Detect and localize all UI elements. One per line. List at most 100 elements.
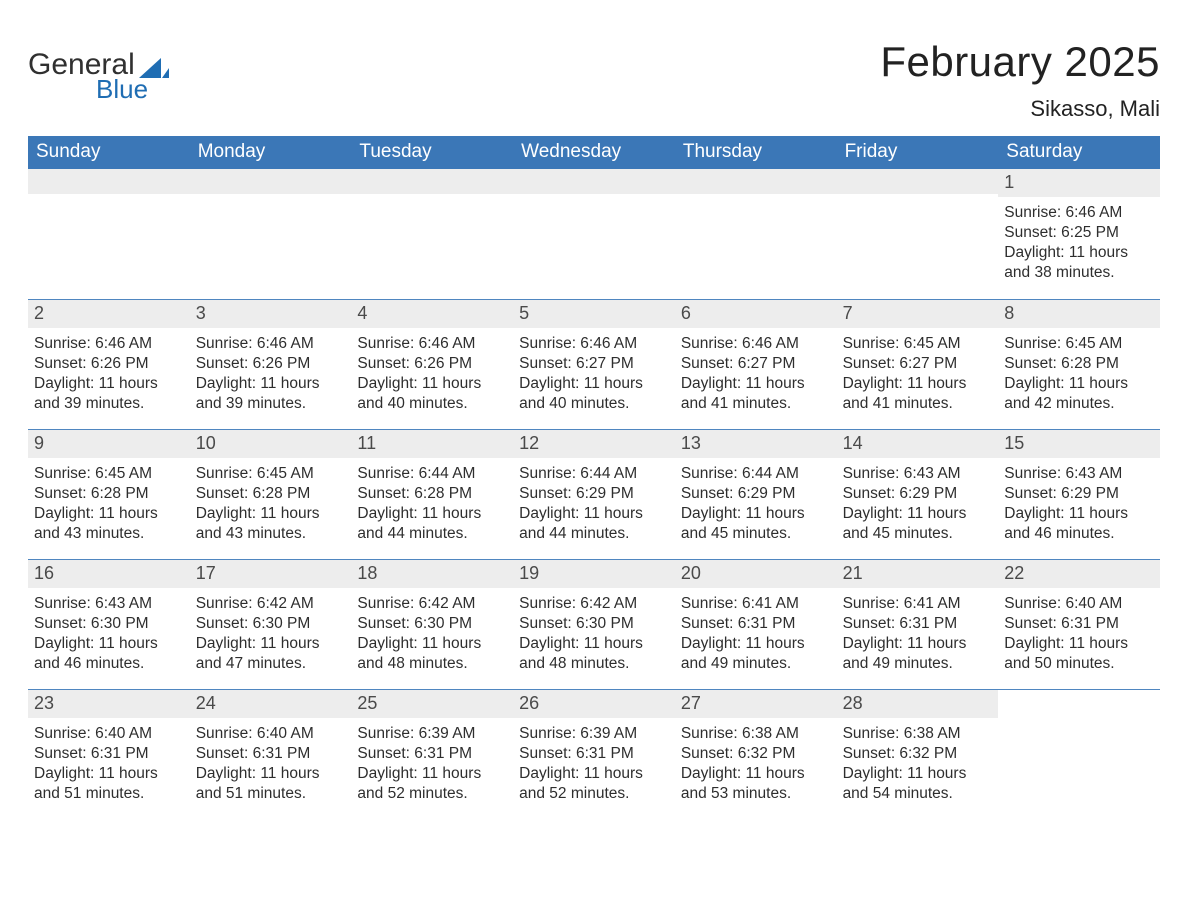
daylight-text: Daylight: 11 hours and 40 minutes. [519, 374, 669, 414]
day-info: Sunrise: 6:44 AMSunset: 6:29 PMDaylight:… [519, 464, 669, 543]
sunrise-text: Sunrise: 6:43 AM [1004, 464, 1154, 484]
day-cell: 5 Sunrise: 6:46 AMSunset: 6:27 PMDaylight… [513, 300, 675, 429]
day-number: 5 [513, 300, 675, 328]
day-cell: 12 Sunrise: 6:44 AMSunset: 6:29 PMDayligh… [513, 430, 675, 559]
day-number: 27 [675, 690, 837, 718]
day-info: Sunrise: 6:46 AMSunset: 6:27 PMDaylight:… [519, 334, 669, 413]
day-info: Sunrise: 6:43 AMSunset: 6:29 PMDaylight:… [1004, 464, 1154, 543]
sunrise-text: Sunrise: 6:45 AM [34, 464, 184, 484]
daylight-text: Daylight: 11 hours and 49 minutes. [843, 634, 993, 674]
day-cell: 23 Sunrise: 6:40 AMSunset: 6:31 PMDayligh… [28, 690, 190, 819]
day-cell: 26 Sunrise: 6:39 AMSunset: 6:31 PMDayligh… [513, 690, 675, 819]
day-info: Sunrise: 6:39 AMSunset: 6:31 PMDaylight:… [519, 724, 669, 803]
day-cell: 25Sunrise: 6:39 AMSunset: 6:31 PMDayligh… [351, 690, 513, 819]
day-info: Sunrise: 6:44 AMSunset: 6:28 PMDaylight:… [357, 464, 507, 543]
daylight-text: Daylight: 11 hours and 47 minutes. [196, 634, 346, 674]
day-cell: 13 Sunrise: 6:44 AMSunset: 6:29 PMDayligh… [675, 430, 837, 559]
day-cell: 3Sunrise: 6:46 AMSunset: 6:26 PMDaylight… [190, 300, 352, 429]
day-cell: 7Sunrise: 6:45 AMSunset: 6:27 PMDaylight… [837, 300, 999, 429]
daylight-text: Daylight: 11 hours and 50 minutes. [1004, 634, 1154, 674]
day-number: 16 [28, 560, 190, 588]
sunrise-text: Sunrise: 6:40 AM [196, 724, 346, 744]
sunset-text: Sunset: 6:26 PM [357, 354, 507, 374]
day-number: 10 [190, 430, 352, 458]
day-info: Sunrise: 6:41 AMSunset: 6:31 PMDaylight:… [681, 594, 831, 673]
empty-day-cell [28, 169, 190, 299]
sunset-text: Sunset: 6:30 PM [34, 614, 184, 634]
sunset-text: Sunset: 6:31 PM [519, 744, 669, 764]
day-number: 12 [513, 430, 675, 458]
day-cell: 9Sunrise: 6:45 AMSunset: 6:28 PMDaylight… [28, 430, 190, 559]
sunset-text: Sunset: 6:32 PM [681, 744, 831, 764]
day-header: Wednesday [513, 136, 675, 169]
day-info: Sunrise: 6:42 AMSunset: 6:30 PMDaylight:… [196, 594, 346, 673]
day-cell: 10Sunrise: 6:45 AMSunset: 6:28 PMDayligh… [190, 430, 352, 559]
day-number: 13 [675, 430, 837, 458]
header: General Blue February 2025 Sikasso, Mali [28, 38, 1160, 122]
day-cell: 6Sunrise: 6:46 AMSunset: 6:27 PMDaylight… [675, 300, 837, 429]
sunset-text: Sunset: 6:29 PM [843, 484, 993, 504]
sunset-text: Sunset: 6:27 PM [681, 354, 831, 374]
day-number: 26 [513, 690, 675, 718]
day-info: Sunrise: 6:46 AMSunset: 6:26 PMDaylight:… [196, 334, 346, 413]
sunrise-text: Sunrise: 6:42 AM [196, 594, 346, 614]
sunset-text: Sunset: 6:31 PM [196, 744, 346, 764]
sunset-text: Sunset: 6:26 PM [196, 354, 346, 374]
day-info: Sunrise: 6:45 AMSunset: 6:28 PMDaylight:… [1004, 334, 1154, 413]
daylight-text: Daylight: 11 hours and 52 minutes. [357, 764, 507, 804]
sunrise-text: Sunrise: 6:44 AM [519, 464, 669, 484]
sunrise-text: Sunrise: 6:39 AM [519, 724, 669, 744]
logo: General Blue [28, 50, 169, 102]
day-number: 22 [998, 560, 1160, 588]
day-number: 9 [28, 430, 190, 458]
sunrise-text: Sunrise: 6:43 AM [843, 464, 993, 484]
day-cell: 20 Sunrise: 6:41 AMSunset: 6:31 PMDayligh… [675, 560, 837, 689]
sunrise-text: Sunrise: 6:40 AM [1004, 594, 1154, 614]
daylight-text: Daylight: 11 hours and 40 minutes. [357, 374, 507, 414]
daylight-text: Daylight: 11 hours and 41 minutes. [681, 374, 831, 414]
day-number: 24 [190, 690, 352, 718]
sunset-text: Sunset: 6:29 PM [681, 484, 831, 504]
day-info: Sunrise: 6:40 AMSunset: 6:31 PMDaylight:… [34, 724, 184, 803]
sunset-text: Sunset: 6:29 PM [519, 484, 669, 504]
day-info: Sunrise: 6:44 AMSunset: 6:29 PMDaylight:… [681, 464, 831, 543]
daylight-text: Daylight: 11 hours and 45 minutes. [843, 504, 993, 544]
daylight-text: Daylight: 11 hours and 48 minutes. [519, 634, 669, 674]
calendar: SundayMondayTuesdayWednesdayThursdayFrid… [28, 136, 1160, 819]
sunrise-text: Sunrise: 6:46 AM [519, 334, 669, 354]
sunset-text: Sunset: 6:30 PM [357, 614, 507, 634]
sunset-text: Sunset: 6:32 PM [843, 744, 993, 764]
sunrise-text: Sunrise: 6:46 AM [196, 334, 346, 354]
sunset-text: Sunset: 6:28 PM [34, 484, 184, 504]
day-header: Friday [837, 136, 999, 169]
sunset-text: Sunset: 6:30 PM [196, 614, 346, 634]
day-info: Sunrise: 6:42 AMSunset: 6:30 PMDaylight:… [519, 594, 669, 673]
day-number-row-empty [675, 169, 837, 194]
sunrise-text: Sunrise: 6:42 AM [357, 594, 507, 614]
sunrise-text: Sunrise: 6:42 AM [519, 594, 669, 614]
daylight-text: Daylight: 11 hours and 48 minutes. [357, 634, 507, 674]
day-cell: 19Sunrise: 6:42 AMSunset: 6:30 PMDayligh… [513, 560, 675, 689]
daylight-text: Daylight: 11 hours and 46 minutes. [34, 634, 184, 674]
sunrise-text: Sunrise: 6:46 AM [681, 334, 831, 354]
month-title: February 2025 [880, 38, 1160, 86]
daylight-text: Daylight: 11 hours and 38 minutes. [1004, 243, 1154, 283]
day-header: Monday [190, 136, 352, 169]
daylight-text: Daylight: 11 hours and 54 minutes. [843, 764, 993, 804]
day-cell: 21Sunrise: 6:41 AMSunset: 6:31 PMDayligh… [837, 560, 999, 689]
day-cell: 28Sunrise: 6:38 AMSunset: 6:32 PMDayligh… [837, 690, 999, 819]
sunrise-text: Sunrise: 6:46 AM [34, 334, 184, 354]
daylight-text: Daylight: 11 hours and 46 minutes. [1004, 504, 1154, 544]
sunrise-text: Sunrise: 6:43 AM [34, 594, 184, 614]
sunset-text: Sunset: 6:28 PM [357, 484, 507, 504]
day-cell: 8Sunrise: 6:45 AMSunset: 6:28 PMDaylight… [998, 300, 1160, 429]
sunrise-text: Sunrise: 6:46 AM [357, 334, 507, 354]
sunrise-text: Sunrise: 6:45 AM [843, 334, 993, 354]
day-info: Sunrise: 6:42 AMSunset: 6:30 PMDaylight:… [357, 594, 507, 673]
calendar-week: 9Sunrise: 6:45 AMSunset: 6:28 PMDaylight… [28, 429, 1160, 559]
day-number: 20 [675, 560, 837, 588]
calendar-header-row: SundayMondayTuesdayWednesdayThursdayFrid… [28, 136, 1160, 169]
day-cell: 16 Sunrise: 6:43 AMSunset: 6:30 PMDayligh… [28, 560, 190, 689]
day-number: 23 [28, 690, 190, 718]
sunset-text: Sunset: 6:27 PM [519, 354, 669, 374]
